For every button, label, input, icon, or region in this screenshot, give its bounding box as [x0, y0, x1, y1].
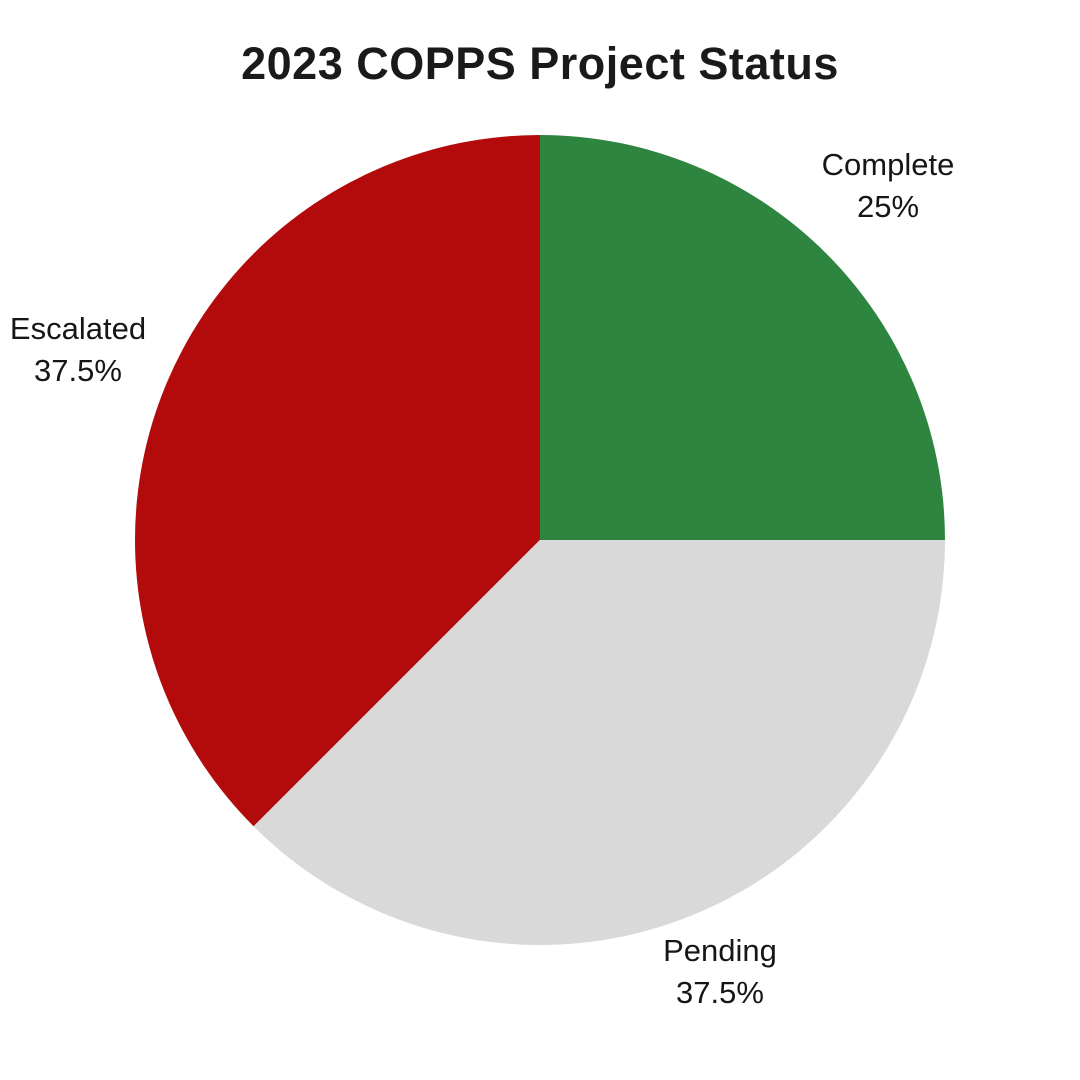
chart-title: 2023 COPPS Project Status: [241, 38, 839, 89]
slice-name-pending: Pending: [663, 933, 777, 968]
slice-name-complete: Complete: [821, 147, 955, 182]
slice-label-pending: Pending 37.5%: [663, 930, 777, 1014]
slice-percent-escalated: 37.5%: [34, 353, 122, 388]
slice-name-escalated: Escalated: [9, 311, 147, 346]
slice-label-escalated: Escalated 37.5%: [10, 308, 146, 392]
slice-label-complete: Complete 25%: [822, 144, 955, 228]
pie-chart: [135, 135, 945, 945]
slice-percent-pending: 37.5%: [676, 975, 764, 1010]
slice-percent-complete: 25%: [856, 189, 920, 224]
